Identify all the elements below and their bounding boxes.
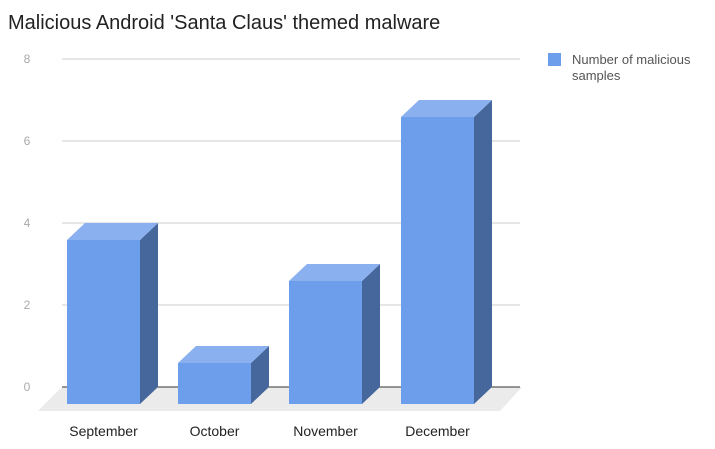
y-tick-label: 0	[24, 380, 31, 394]
legend: Number of malicious samples	[548, 52, 691, 83]
x-tick-label: September	[69, 423, 138, 439]
bar	[401, 117, 474, 404]
y-tick-label: 6	[24, 134, 31, 148]
legend-swatch	[548, 53, 561, 66]
x-tick-label: December	[405, 423, 470, 439]
bar	[178, 363, 251, 404]
bar-side	[362, 264, 380, 404]
y-tick-label: 2	[24, 298, 31, 312]
x-tick-label: October	[190, 423, 240, 439]
bar-side	[251, 346, 269, 404]
x-tick-label: November	[293, 423, 358, 439]
y-tick-label: 4	[24, 216, 31, 230]
bar-top	[401, 100, 492, 117]
chart-title: Malicious Android 'Santa Claus' themed m…	[8, 12, 440, 34]
bar	[67, 240, 140, 404]
legend-label: Number of malicious samples	[572, 52, 691, 83]
bar-top	[67, 223, 158, 240]
bar-side	[140, 223, 158, 404]
bar-top	[289, 264, 380, 281]
bar-side	[474, 100, 492, 404]
bar	[289, 281, 362, 404]
bar-top	[178, 346, 269, 363]
y-tick-label: 8	[24, 52, 31, 66]
